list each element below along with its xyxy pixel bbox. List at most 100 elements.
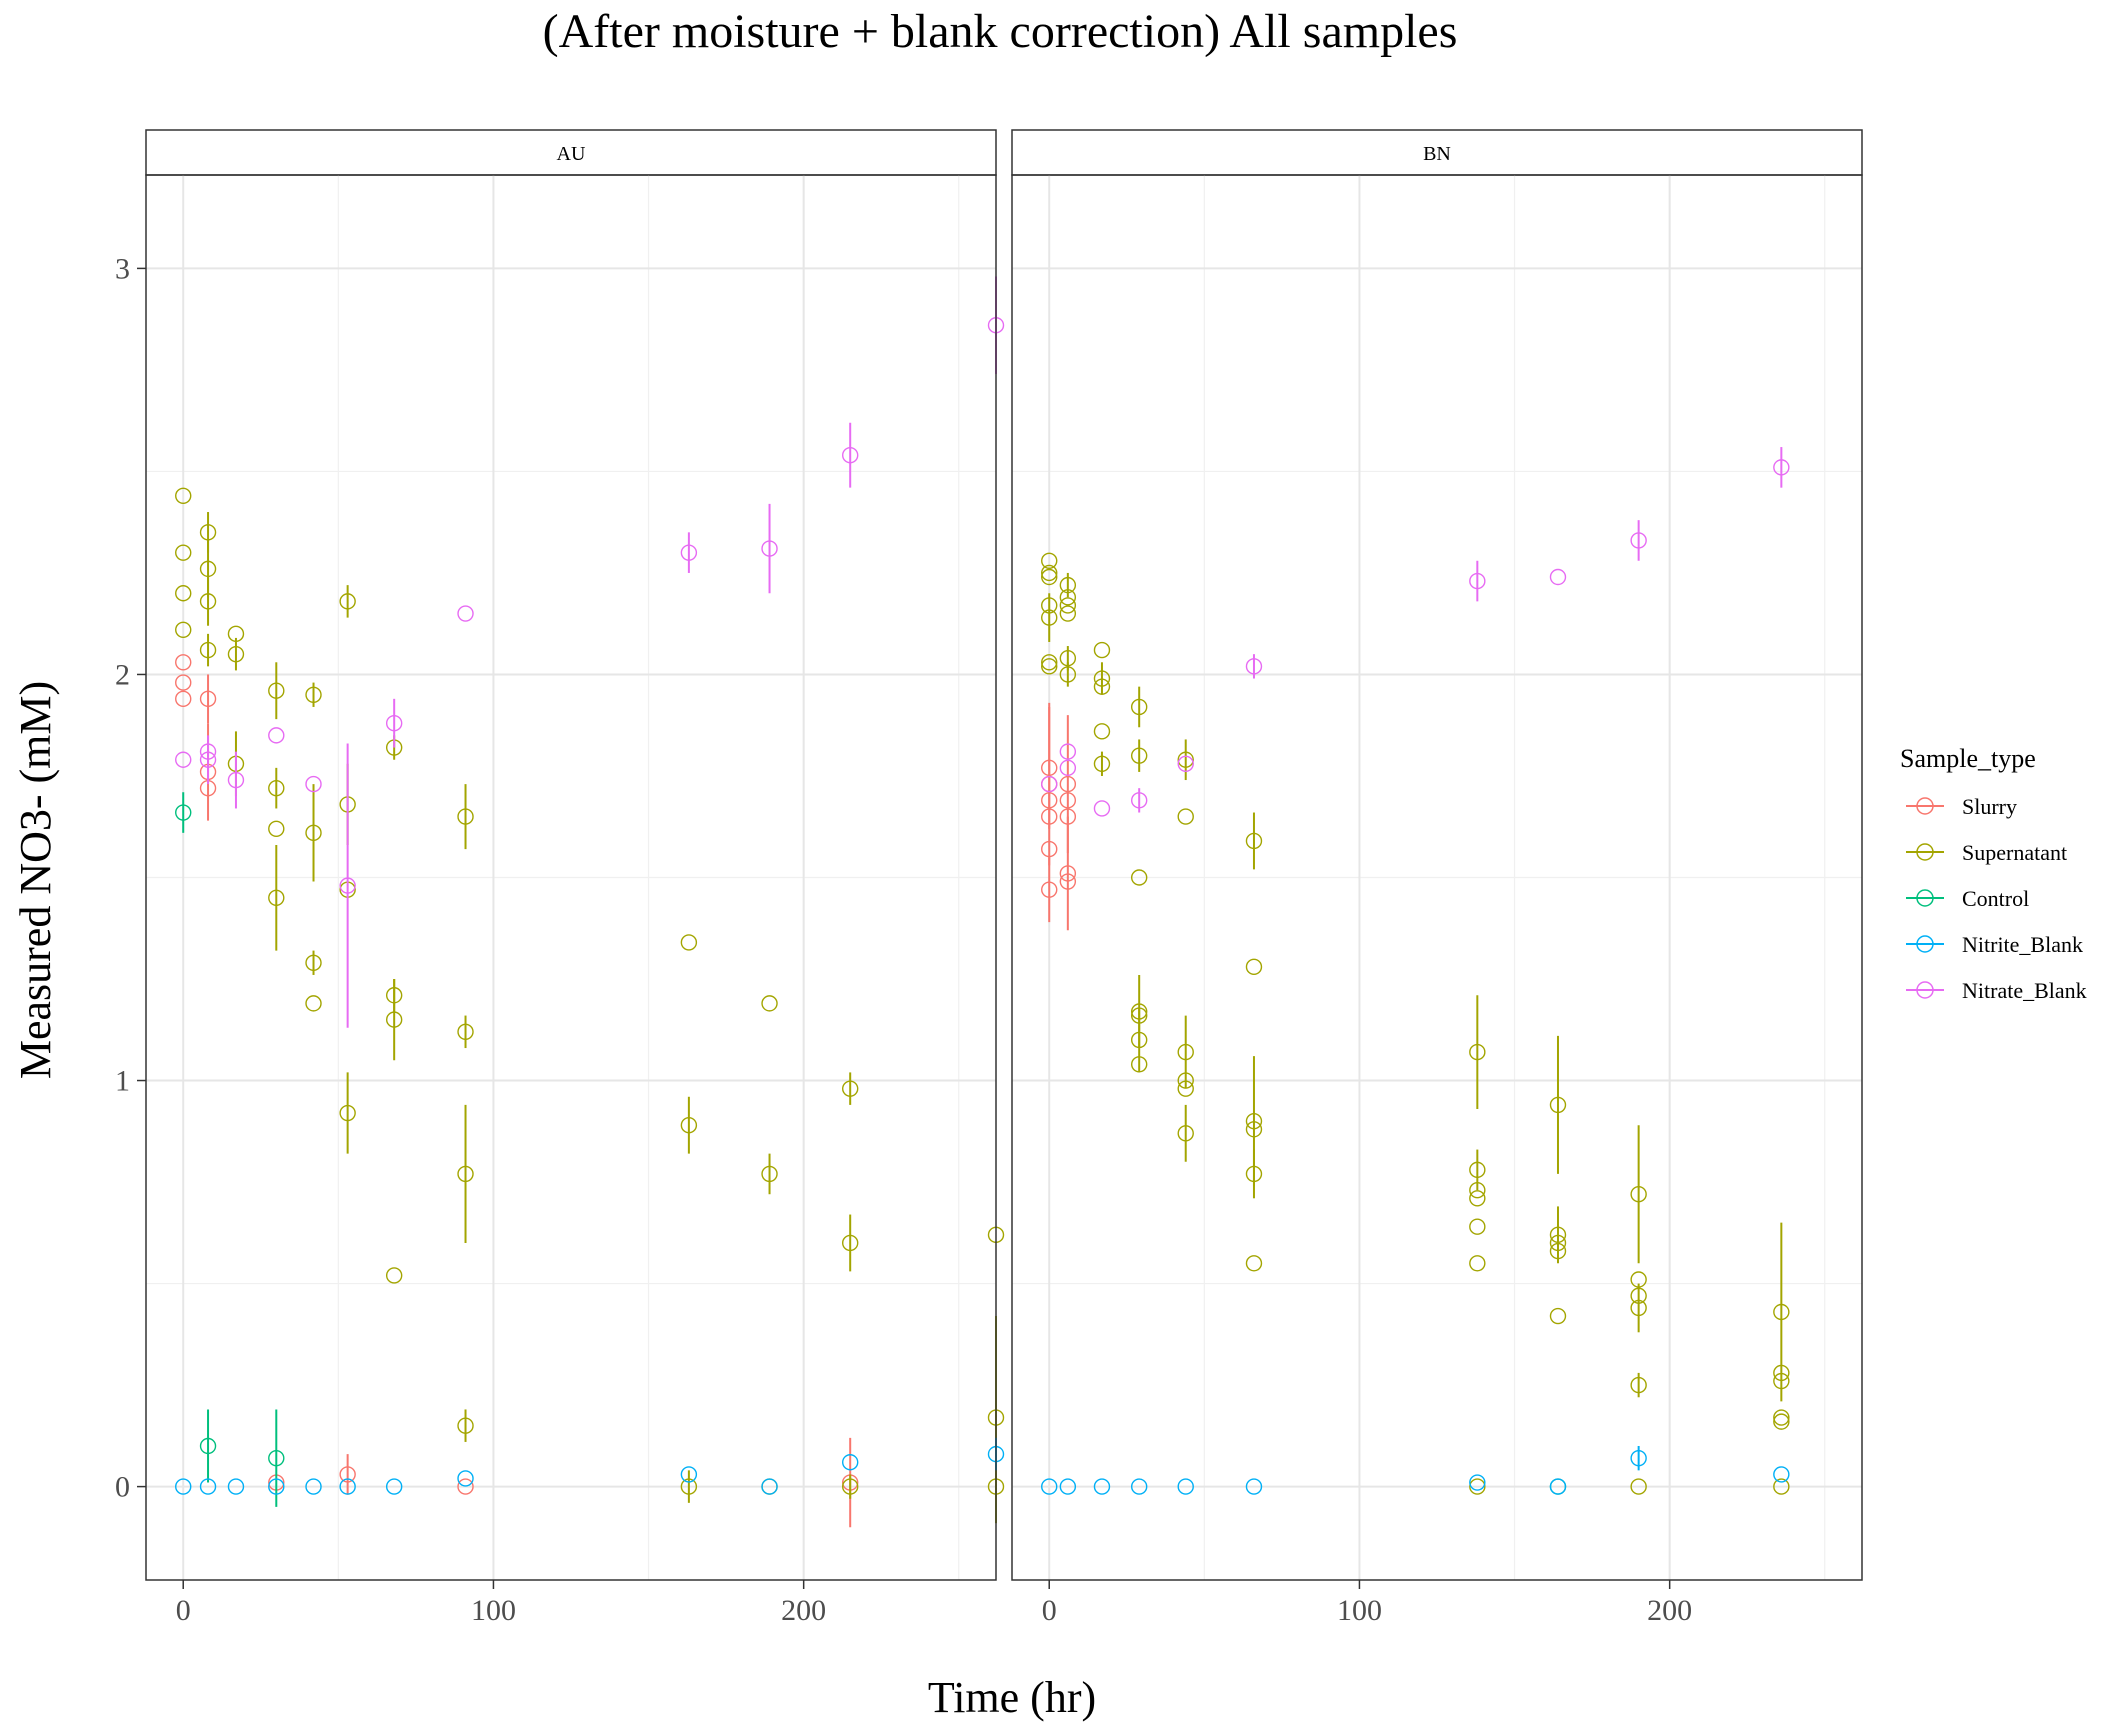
series-slurry: [1041, 702, 1077, 931]
data-point: [1630, 1299, 1647, 1317]
data-point: [1130, 1056, 1148, 1073]
data-point: [1469, 1190, 1486, 1207]
data-point: [1041, 792, 1058, 809]
data-point: [1773, 1409, 1790, 1426]
data-point: [841, 1454, 859, 1471]
data-point: [199, 751, 217, 768]
data-point: [175, 1478, 192, 1495]
data-point: [1773, 1364, 1790, 1382]
data-point: [268, 682, 285, 699]
data-point: [1059, 589, 1077, 606]
data-point: [1549, 1478, 1567, 1495]
data-point: [1773, 459, 1790, 476]
data-point: [1059, 775, 1077, 793]
data-point: [1630, 1478, 1647, 1495]
data-point: [1041, 881, 1058, 898]
data-point: [457, 1165, 474, 1183]
data-point: [227, 1478, 245, 1495]
data-point: [1093, 641, 1111, 659]
data-point: [305, 1478, 322, 1495]
legend-item-supernatant: Supernatant: [1906, 840, 2067, 865]
data-point: [680, 544, 698, 561]
data-point: [175, 544, 192, 561]
data-point: [175, 654, 192, 671]
data-point: [1059, 1478, 1077, 1495]
data-point: [1549, 1096, 1567, 1114]
legend-item-nitrite-blank: Nitrite_Blank: [1906, 932, 2083, 957]
legend-label: Control: [1962, 886, 2029, 911]
data-point: [457, 1470, 474, 1487]
data-point: [1177, 1125, 1194, 1142]
y-axis: 0 1 2 3: [115, 252, 146, 1504]
data-point: [1093, 1478, 1111, 1495]
data-point: [841, 1234, 859, 1252]
data-point: [339, 1478, 356, 1495]
data-point: [305, 775, 322, 793]
data-point: [1041, 552, 1058, 569]
legend-key-point: [1916, 981, 1934, 999]
data-point: [1177, 1043, 1194, 1061]
data-point: [1630, 1186, 1647, 1203]
data-point: [1041, 1478, 1058, 1495]
data-point: [1093, 755, 1111, 773]
data-point: [1773, 1372, 1790, 1390]
data-point: [1469, 1478, 1486, 1495]
data-point: [841, 1080, 859, 1097]
data-point: [1041, 658, 1058, 675]
data-point: [268, 820, 285, 837]
data-point: [1549, 1242, 1567, 1260]
data-point: [1549, 1307, 1567, 1325]
data-point: [268, 1449, 285, 1467]
data-point: [1177, 1478, 1194, 1495]
y-tick-label: 0: [115, 1471, 130, 1504]
data-point: [1469, 1181, 1486, 1199]
data-point: [1059, 865, 1077, 882]
data-point: [1177, 751, 1194, 768]
data-point: [175, 621, 192, 638]
data-point: [268, 1478, 285, 1495]
data-point: [1041, 808, 1058, 825]
data-point: [339, 1104, 356, 1122]
data-point: [305, 824, 322, 842]
data-point: [385, 714, 403, 732]
y-tick-label: 1: [115, 1065, 130, 1098]
data-point: [1245, 1165, 1263, 1183]
data-point: [1059, 605, 1077, 622]
data-point: [1469, 1255, 1486, 1272]
data-point: [175, 751, 192, 768]
data-point: [1041, 564, 1058, 582]
data-point: [305, 995, 322, 1012]
data-point: [175, 585, 192, 602]
data-point: [1130, 747, 1148, 764]
data-point: [1130, 1031, 1148, 1049]
facet-panel-bn: BN 0 100 200: [1011, 129, 1863, 1627]
series-nitrate-blank: [1041, 447, 1790, 817]
chart-title: (After moisture + blank correction) All …: [543, 5, 1458, 58]
panels: AU 0 100 200 BN 0 100 200: [145, 129, 1863, 1627]
data-point: [1245, 1255, 1263, 1272]
data-point: [1469, 1161, 1486, 1179]
data-point: [761, 1478, 778, 1495]
data-point: [268, 779, 285, 797]
data-point: [1093, 723, 1111, 740]
legend-label: Nitrite_Blank: [1962, 932, 2083, 957]
legend-key-point: [1916, 935, 1934, 953]
data-point: [1059, 576, 1077, 594]
y-tick-label: 3: [115, 252, 130, 285]
data-point: [1059, 743, 1077, 760]
data-point: [1177, 808, 1194, 825]
data-point: [1773, 1478, 1790, 1495]
data-point: [1041, 568, 1058, 586]
data-point: [339, 1466, 356, 1483]
data-point: [1469, 1218, 1486, 1235]
facet-strip: [145, 129, 997, 176]
facet-strip-label: AU: [557, 143, 586, 165]
x-tick-label: 200: [781, 1594, 826, 1627]
data-point: [1469, 572, 1486, 590]
data-point: [1041, 609, 1058, 626]
legend: Sample_type Slurry Supernatant Control Nitr…: [1900, 744, 2087, 1003]
data-point: [385, 1011, 403, 1028]
data-point: [1059, 666, 1077, 683]
data-point: [175, 690, 192, 708]
